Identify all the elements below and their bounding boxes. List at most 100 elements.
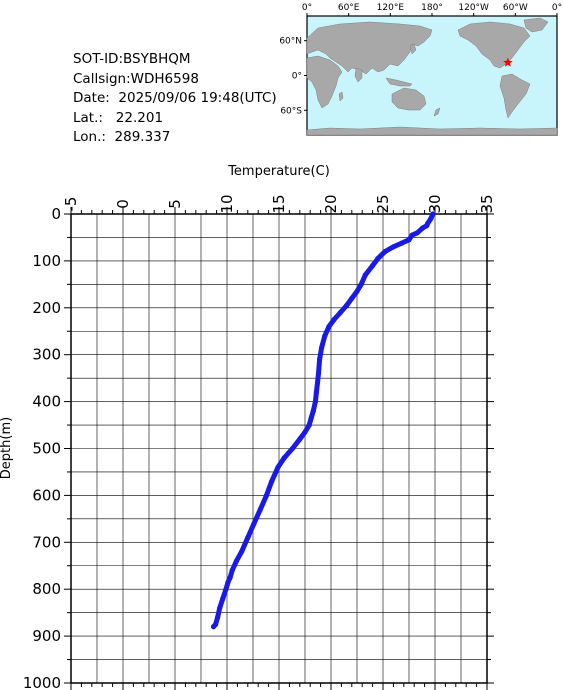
map-lon-label: 60°E bbox=[338, 3, 360, 13]
map-lat-label: 60°N bbox=[279, 37, 302, 47]
profile-point bbox=[245, 535, 251, 541]
y-tick-label: 0 bbox=[51, 205, 61, 223]
profile-point bbox=[424, 223, 430, 229]
callsign: Callsign:WDH6598 bbox=[73, 70, 199, 87]
y-axis-ticks: 0 100 200 300 400 500 600 700 800 900 1000 bbox=[23, 205, 494, 690]
land-japan bbox=[409, 43, 417, 55]
profile-point bbox=[302, 429, 308, 435]
profile-point bbox=[281, 455, 287, 461]
land-south-america bbox=[499, 73, 531, 119]
profile-point bbox=[308, 415, 314, 421]
map-lon-label: 60°W bbox=[503, 3, 528, 13]
land-new-zealand bbox=[433, 107, 441, 117]
y-tick-label: 300 bbox=[32, 346, 61, 364]
map-ticks: 0° 60°E 120°E 180° 120°W 60°W 0° 60°N 0° 60°S bbox=[279, 3, 562, 116]
y-tick-label: 200 bbox=[32, 299, 61, 317]
x-tick-label: 30 bbox=[426, 194, 444, 213]
profile-point bbox=[358, 281, 364, 287]
profile-point bbox=[233, 558, 239, 564]
y-tick-label: 1000 bbox=[23, 674, 61, 690]
x-tick-label: 25 bbox=[374, 194, 392, 213]
profile-line bbox=[211, 211, 436, 630]
map-lon-label: 120°E bbox=[377, 3, 405, 13]
profile-point bbox=[354, 288, 360, 294]
y-tick-label: 700 bbox=[32, 533, 61, 551]
profile-point bbox=[220, 596, 226, 602]
profile-point bbox=[319, 345, 325, 351]
land-africa bbox=[306, 55, 343, 109]
profile-point bbox=[289, 445, 296, 452]
profile-point bbox=[297, 436, 303, 442]
x-tick-label: 35 bbox=[478, 194, 496, 213]
profile-point bbox=[275, 464, 281, 470]
profile-point bbox=[337, 309, 343, 316]
map-land bbox=[306, 17, 558, 136]
profile-point bbox=[229, 567, 235, 574]
profile-point bbox=[269, 478, 275, 484]
longitude: Lon.: 289.337 bbox=[73, 129, 171, 145]
land-indonesia bbox=[385, 77, 413, 87]
x-axis-ticks: -5 0 5 10 15 20 25 30 35 bbox=[62, 194, 496, 690]
profile-point bbox=[227, 574, 233, 581]
profile-info: SOT-ID:BSYBHQM Callsign:WDH6598 Date: 20… bbox=[73, 50, 277, 148]
profile-point bbox=[306, 422, 312, 428]
profile-point bbox=[251, 520, 257, 527]
y-axis-title: Depth(m) bbox=[0, 417, 14, 479]
profile-point bbox=[430, 211, 436, 217]
temperature-profile bbox=[210, 211, 436, 630]
profile-point bbox=[349, 295, 355, 301]
land-antarctica bbox=[306, 126, 558, 136]
map-lat-label: 0° bbox=[292, 72, 302, 82]
profile-point bbox=[375, 256, 381, 262]
profile-point bbox=[317, 356, 323, 362]
profile-point bbox=[344, 302, 350, 309]
profile-point bbox=[428, 216, 434, 222]
map-lat-label: 60°S bbox=[280, 106, 302, 116]
profile-point bbox=[362, 272, 368, 278]
profile-point bbox=[322, 333, 328, 339]
date: Date: 2025/09/06 19:48(UTC) bbox=[73, 90, 277, 106]
grid bbox=[70, 213, 488, 684]
latitude: Lat.: 22.201 bbox=[73, 109, 164, 126]
land-eurasia bbox=[306, 21, 433, 75]
land-madagascar bbox=[338, 91, 344, 102]
profile-point bbox=[239, 549, 245, 555]
profile-point bbox=[331, 316, 337, 323]
profile-point bbox=[215, 614, 221, 620]
x-tick-label: 0 bbox=[114, 199, 132, 209]
station-star-marker bbox=[503, 57, 513, 67]
profile-point bbox=[312, 399, 318, 405]
map-lon-label: 120°W bbox=[458, 3, 489, 13]
profile-point bbox=[399, 240, 405, 246]
profile-point bbox=[382, 248, 388, 255]
profile-point bbox=[314, 380, 321, 386]
profile-point bbox=[225, 579, 231, 585]
y-tick-label: 900 bbox=[32, 627, 61, 645]
profile-point bbox=[409, 232, 415, 238]
map-lon-label: 180° bbox=[421, 3, 443, 13]
y-tick-label: 400 bbox=[32, 393, 61, 411]
map-lon-label: 0° bbox=[302, 3, 312, 13]
y-tick-label: 800 bbox=[32, 580, 61, 598]
land-australia bbox=[391, 87, 427, 111]
profile-point bbox=[313, 389, 319, 395]
x-axis-title: Temperature(C) bbox=[227, 164, 330, 179]
profile-point bbox=[390, 244, 396, 250]
land-india bbox=[354, 67, 363, 83]
profile-point bbox=[263, 492, 270, 498]
profile-point bbox=[217, 605, 223, 611]
profile-point bbox=[310, 408, 316, 414]
profile-point bbox=[419, 225, 426, 231]
land-greenland bbox=[523, 17, 549, 33]
y-tick-label: 500 bbox=[32, 440, 61, 458]
profile-point bbox=[257, 506, 263, 513]
sot-id: SOT-ID:BSYBHQM bbox=[73, 51, 191, 67]
x-tick-label: 20 bbox=[322, 194, 340, 213]
x-tick-label: 10 bbox=[218, 194, 236, 213]
map-lon-label: 0° bbox=[552, 3, 562, 13]
profile-point bbox=[414, 230, 420, 236]
x-tick-label: -5 bbox=[62, 197, 80, 212]
x-tick-label: 15 bbox=[270, 194, 288, 213]
